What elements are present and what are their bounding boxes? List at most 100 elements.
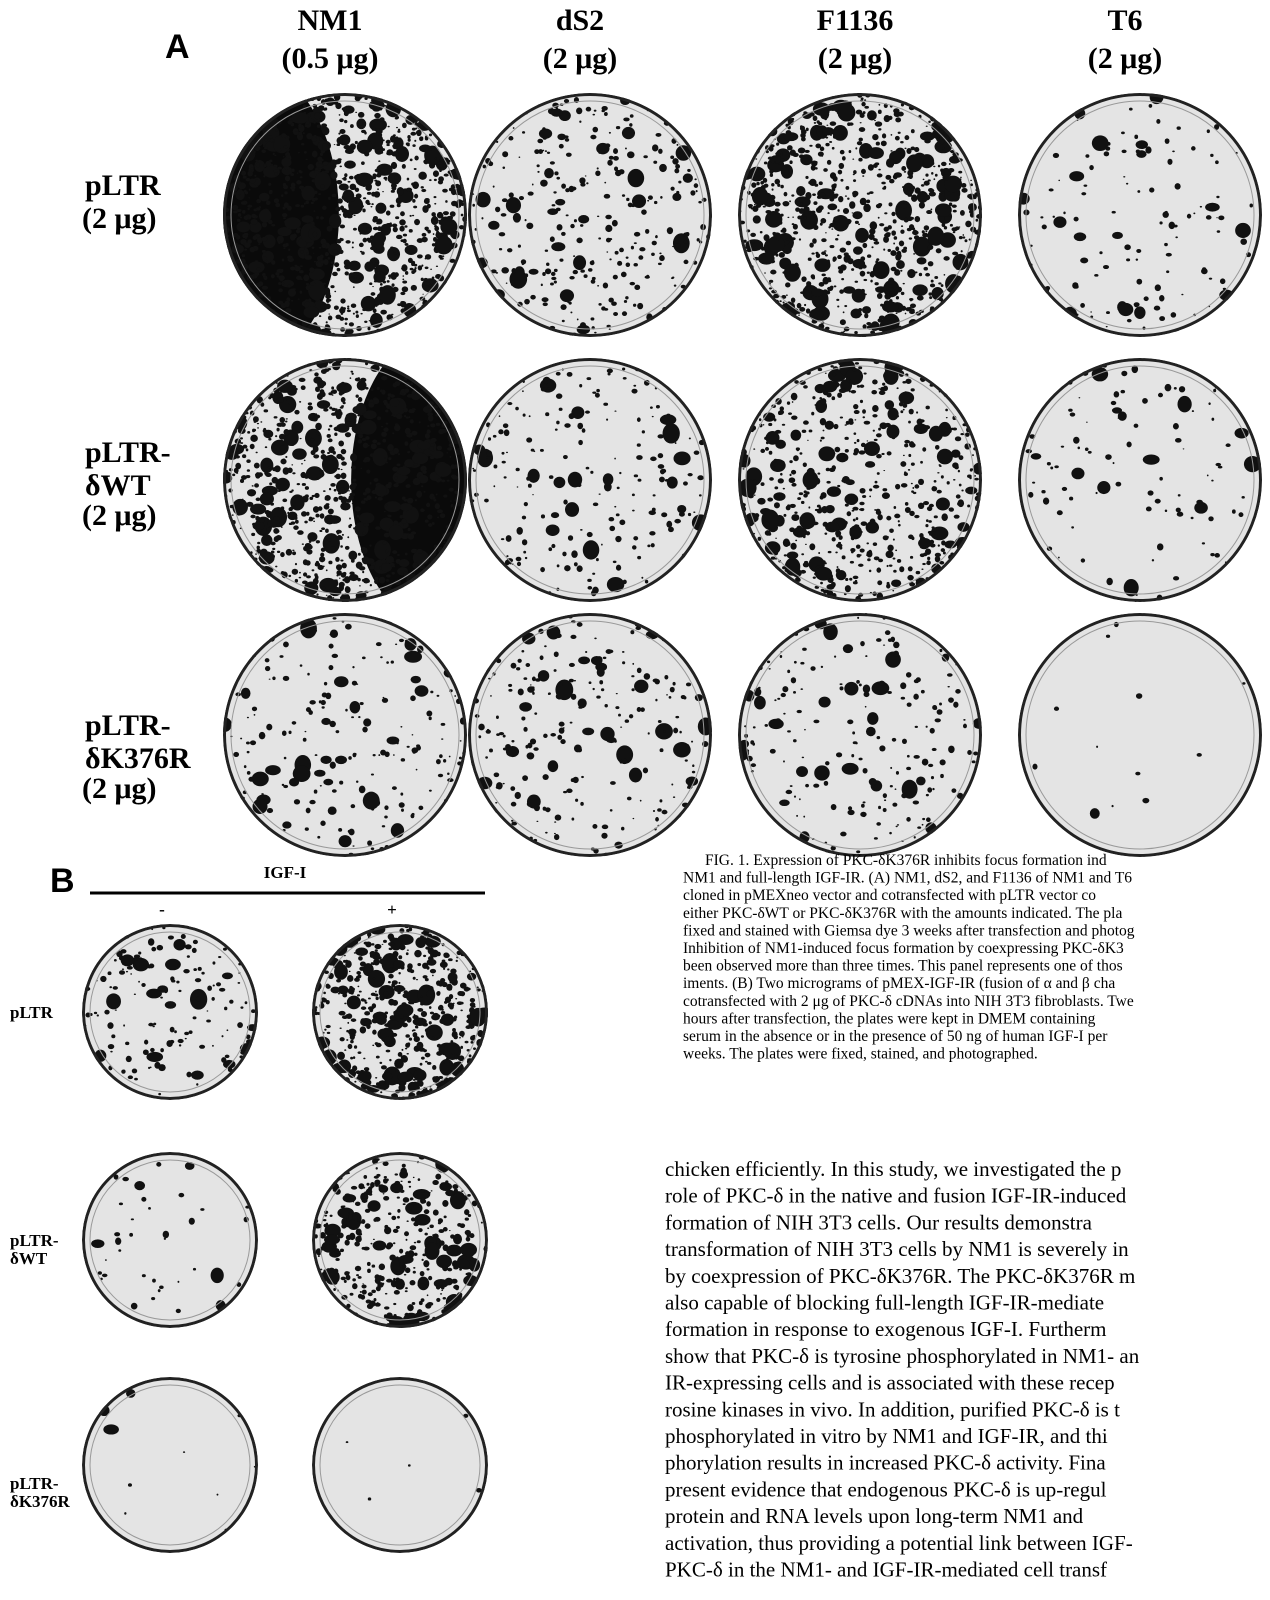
- focus: [262, 256, 266, 260]
- focus: [426, 1025, 443, 1041]
- focus: [437, 517, 439, 519]
- focus: [454, 491, 458, 495]
- focus: [316, 216, 319, 219]
- focus: [522, 775, 528, 781]
- focus: [246, 742, 250, 745]
- focus: [754, 513, 759, 517]
- focus: [356, 781, 358, 783]
- focus: [299, 401, 301, 403]
- focus: [377, 442, 381, 445]
- focus: [651, 253, 655, 256]
- focus: [305, 486, 309, 490]
- focus: [692, 771, 695, 774]
- focus: [907, 755, 910, 758]
- focus: [237, 445, 242, 448]
- focus: [306, 808, 311, 814]
- focus: [891, 134, 893, 136]
- focus: [1174, 387, 1177, 390]
- focus: [402, 275, 404, 277]
- focus: [832, 490, 836, 495]
- focus: [372, 1045, 374, 1046]
- focus: [604, 182, 606, 184]
- focus: [364, 152, 369, 157]
- focus: [937, 490, 942, 494]
- focus: [293, 525, 299, 530]
- focus: [948, 168, 954, 172]
- focus: [383, 177, 387, 180]
- focus: [438, 180, 443, 184]
- focus: [321, 260, 325, 264]
- focus: [325, 529, 329, 533]
- focus: [876, 258, 879, 261]
- focus: [370, 584, 372, 586]
- focus: [621, 272, 627, 278]
- focus: [272, 548, 275, 550]
- focus: [327, 1032, 330, 1034]
- focus: [926, 126, 928, 127]
- focus: [248, 197, 250, 198]
- focus: [412, 199, 415, 203]
- focus: [334, 408, 338, 411]
- focus: [308, 402, 312, 405]
- focus: [221, 1057, 226, 1063]
- focus: [825, 421, 834, 430]
- focus: [356, 314, 359, 318]
- focus: [596, 558, 599, 561]
- focus: [630, 282, 636, 286]
- focus: [345, 271, 349, 275]
- focus: [554, 171, 558, 175]
- focus: [435, 503, 440, 509]
- focus: [970, 468, 973, 470]
- focus: [322, 143, 329, 151]
- focus: [277, 551, 280, 553]
- focus: [658, 720, 662, 723]
- focus: [938, 165, 940, 168]
- focus: [935, 445, 939, 450]
- focus: [1213, 389, 1216, 393]
- focus: [148, 938, 154, 945]
- focus: [826, 392, 831, 397]
- focus: [450, 234, 455, 237]
- focus: [445, 200, 447, 203]
- focus: [801, 129, 807, 135]
- focus: [883, 793, 887, 798]
- focus: [473, 1047, 476, 1050]
- focus: [808, 258, 812, 261]
- focus: [623, 117, 629, 121]
- focus: [878, 110, 882, 114]
- focus: [827, 160, 831, 165]
- focus: [821, 437, 825, 440]
- focus: [603, 473, 614, 485]
- focus: [415, 128, 417, 130]
- focus: [361, 547, 366, 552]
- focus: [653, 494, 656, 496]
- focus: [605, 143, 610, 147]
- focus: [832, 537, 836, 541]
- focus: [634, 680, 648, 693]
- focus: [298, 152, 300, 153]
- focus: [357, 121, 363, 126]
- focus: [322, 287, 324, 289]
- focus: [412, 734, 414, 735]
- focus: [632, 494, 635, 497]
- focus: [527, 743, 532, 749]
- focus: [905, 135, 910, 140]
- focus: [314, 414, 320, 418]
- focus: [507, 402, 512, 405]
- focus: [567, 372, 573, 377]
- focus: [244, 233, 249, 236]
- focus: [847, 810, 854, 815]
- focus: [108, 1044, 115, 1049]
- focus: [523, 677, 527, 680]
- focus: [347, 536, 349, 538]
- focus: [433, 233, 435, 235]
- focus: [257, 542, 260, 545]
- focus: [294, 410, 299, 415]
- culture-plate: [168, 69, 470, 362]
- focus: [920, 253, 923, 255]
- focus: [879, 223, 884, 226]
- focus: [894, 514, 900, 519]
- culture-plate: [738, 358, 985, 602]
- focus: [644, 673, 651, 680]
- row-label: pLTR: [10, 1003, 54, 1022]
